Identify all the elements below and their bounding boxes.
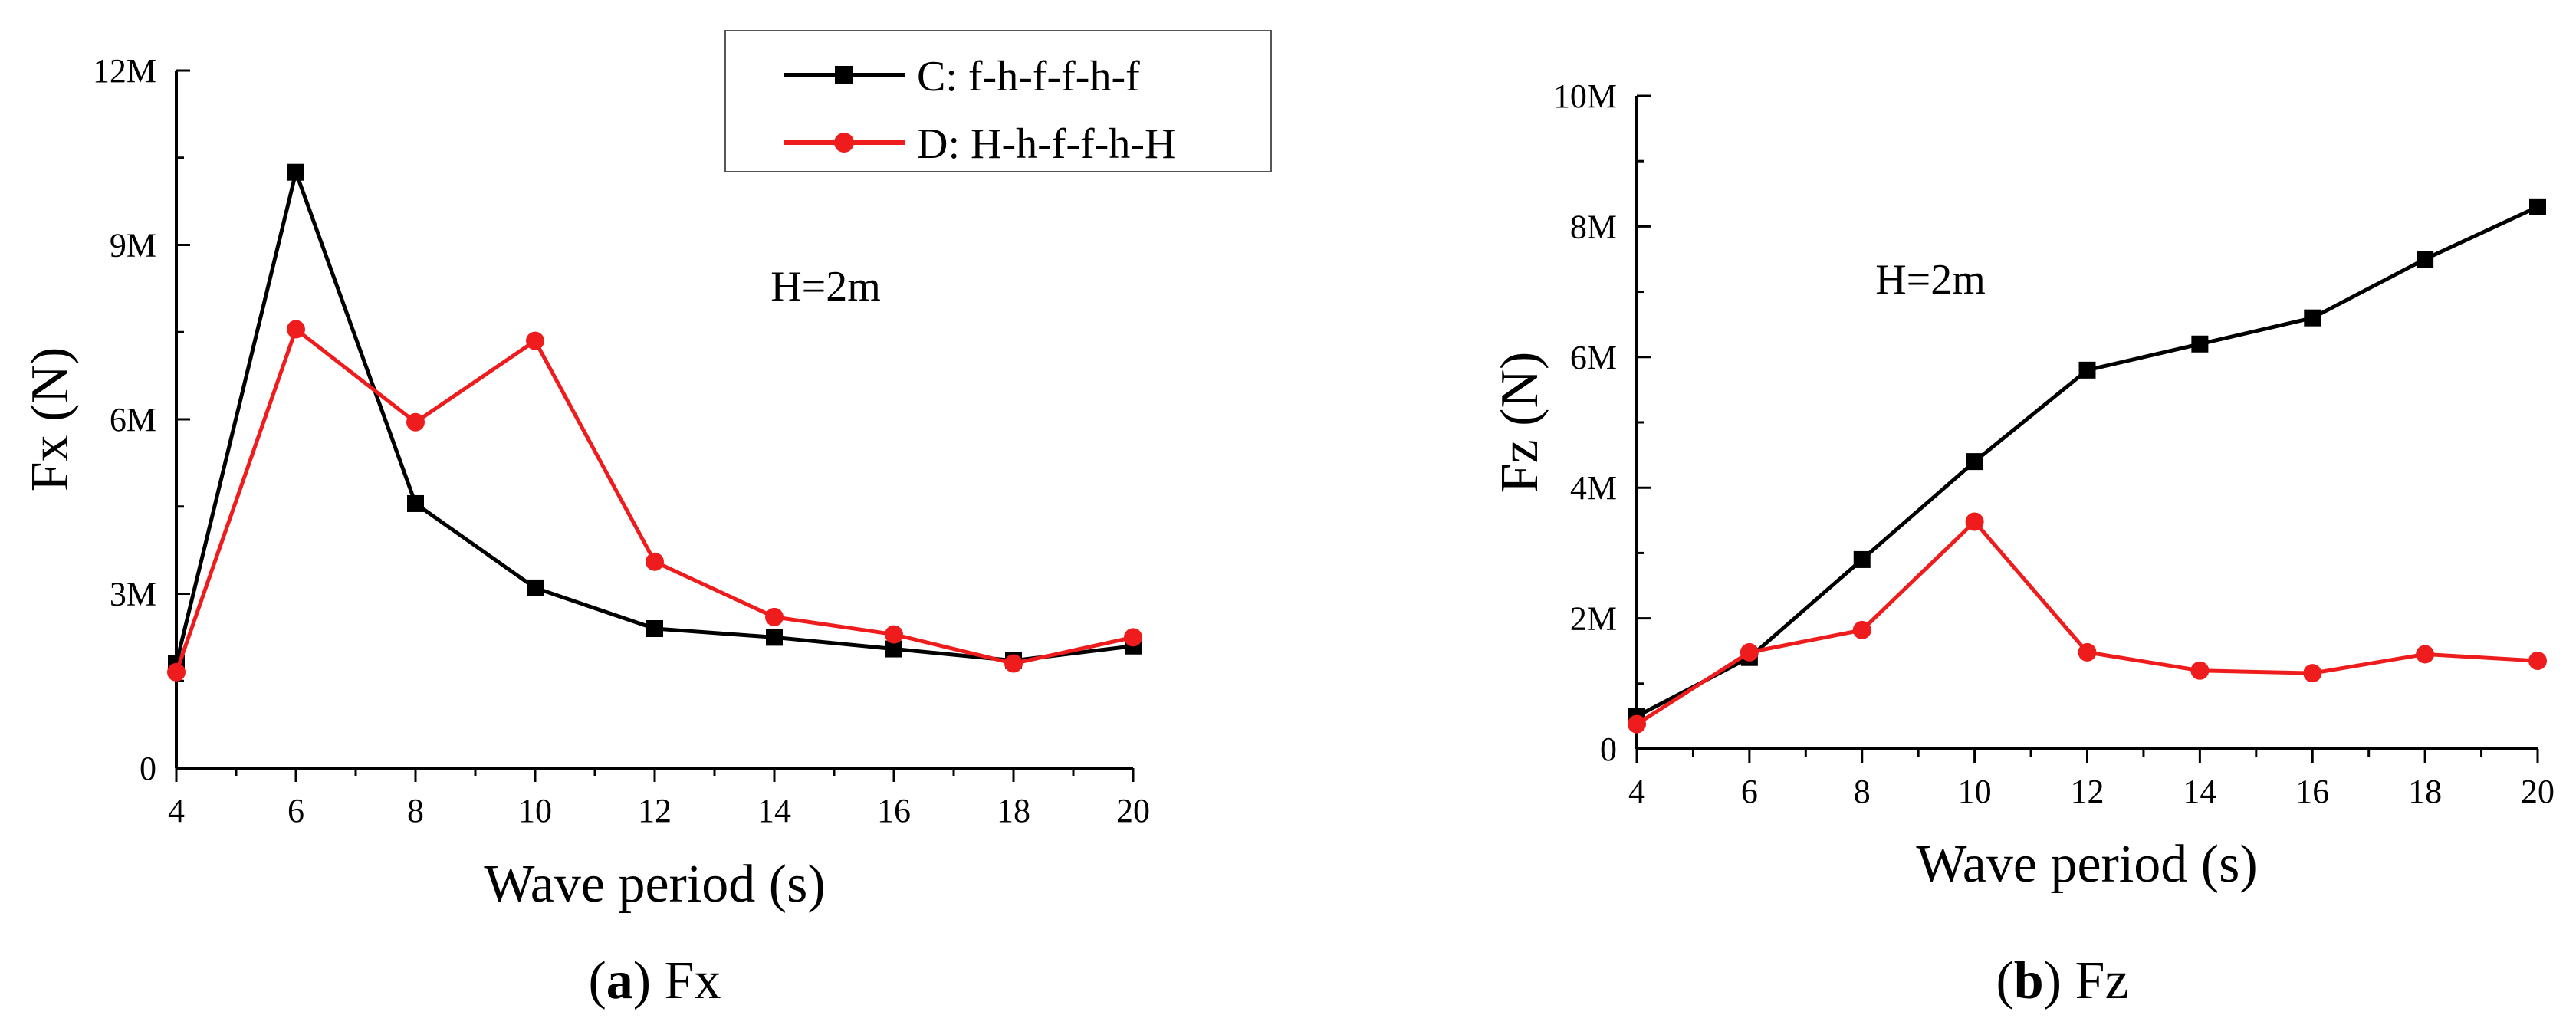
y-tick-label: 6M [110,401,156,438]
series-d [167,320,1142,682]
data-point [646,620,663,637]
data-point [766,629,783,646]
data-point [646,552,664,571]
data-point [886,640,902,658]
data-point [2190,661,2210,680]
svg-text:C: f-h-f-f-h-f: C: f-h-f-f-h-f [917,53,1140,100]
y-tick-label: 4M [1570,469,1617,507]
annotation-wave-height: H=2m [770,263,881,310]
x-tick-label: 16 [877,792,911,829]
legend-item-d: D: H-h-f-f-h-H [784,120,1175,168]
y-tick-label: 8M [1570,208,1617,245]
y-tick-label: 6M [1570,339,1617,376]
x-tick-label: 8 [407,792,424,829]
x-tick-label: 20 [1116,792,1150,829]
data-point [2078,361,2096,379]
y-tick-label: 9M [110,227,156,264]
data-point [1124,628,1142,647]
data-point [2303,664,2322,683]
data-point [1628,714,1646,734]
x-tick-label: 10 [1958,773,1992,810]
x-axis-title: Wave period (s) [484,855,825,914]
x-tick-label: 18 [997,792,1030,829]
y-tick-label: 12M [93,52,156,90]
x-tick-label: 4 [1628,773,1645,810]
x-tick-label: 16 [2295,773,2329,810]
data-point [2416,645,2435,664]
data-point [2417,251,2434,268]
x-tick-label: 6 [1741,773,1758,810]
y-tick-label: 2M [1570,600,1617,638]
x-tick-label: 4 [168,792,185,829]
svg-text:D: H-h-f-f-h-H: D: H-h-f-f-h-H [917,120,1175,168]
series-c [1628,198,2546,725]
legend: C: f-h-f-f-h-f D: H-h-f-f-h-H [724,30,1272,172]
y-axis-title: Fx (N) [21,347,80,492]
x-tick-label: 12 [2071,773,2104,810]
data-point [1853,550,1871,568]
data-point [527,579,544,596]
annotation-wave-height: H=2m [1875,256,1986,304]
data-point [288,163,304,181]
y-tick-label: 3M [110,576,156,613]
data-point [2528,651,2547,670]
caption-b: (b) Fz [1996,951,2128,1010]
x-tick-label: 14 [2183,773,2216,810]
series-d [1628,512,2547,734]
y-tick-label: 0 [140,750,156,787]
x-tick-label: 10 [518,792,552,829]
caption-a: (a) Fx [588,951,721,1010]
x-tick-label: 18 [2408,773,2442,810]
data-point [526,331,544,350]
data-point [2191,335,2209,353]
data-point [1004,654,1023,673]
data-point [2529,198,2546,215]
x-tick-label: 6 [288,792,304,829]
data-point [406,412,425,432]
x-tick-label: 14 [757,792,791,829]
chart-panel-b: 4 6 8 10 12 14 16 18 20 0 2M 4M 6M 8M 10M Wave period… [1490,77,2555,1010]
data-point [2304,309,2321,327]
x-tick-label: 20 [2521,773,2555,810]
data-point [1966,453,1983,471]
y-tick-label: 0 [1600,731,1617,768]
data-point [2078,642,2097,662]
data-point [1740,642,1759,662]
y-axis-title: Fz (N) [1490,352,1549,494]
data-point [885,625,903,644]
data-point [407,494,424,512]
data-point [1852,620,1871,639]
data-point [1965,512,1984,531]
y-tick-label: 10M [1553,77,1617,115]
x-tick-label: 8 [1854,773,1871,810]
chart-panel-a: 4 6 8 10 12 14 16 18 20 0 3M 6M 9M 12M Wave period (… [21,30,1272,1010]
data-point [287,320,305,339]
data-point [167,662,186,682]
legend-item-c: C: f-h-f-f-h-f [784,53,1140,100]
x-tick-label: 12 [638,792,672,829]
data-point [765,607,784,626]
x-axis-title: Wave period (s) [1916,835,2257,894]
